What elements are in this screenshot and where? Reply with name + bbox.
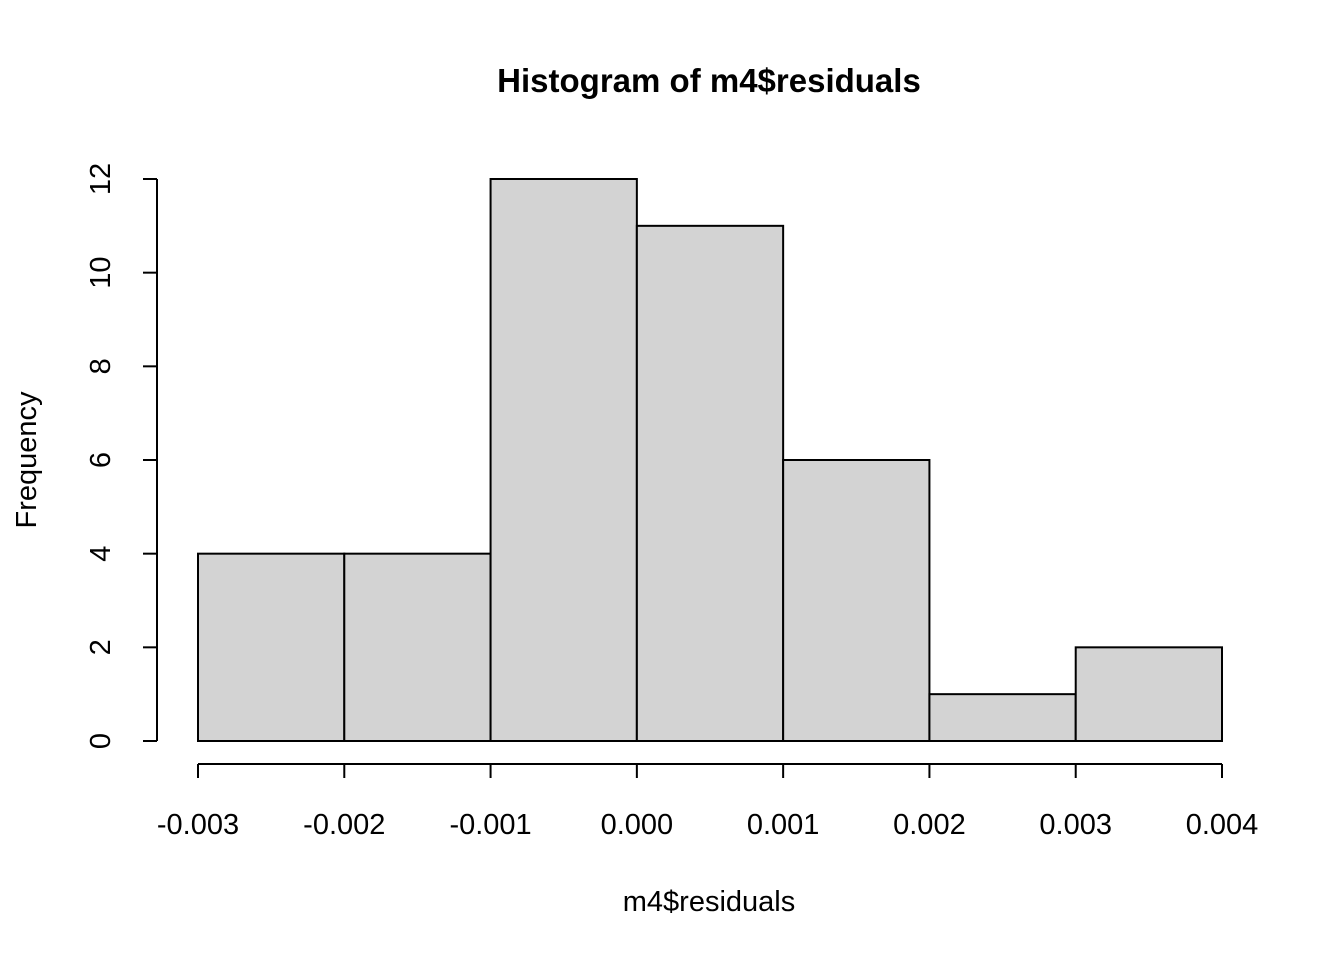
x-axis: -0.003 -0.002 -0.001 0.000 0.001 0.002 0.003 0.… (157, 763, 1258, 841)
x-tick-label: 0.001 (747, 809, 820, 841)
chart-title: Histogram of m4$residuals (497, 62, 921, 99)
y-tick-label: 0 (85, 733, 117, 749)
histogram-bar (1074, 646, 1223, 742)
x-tick-label: 0.003 (1039, 809, 1112, 841)
histogram-bar (197, 552, 346, 743)
histogram-bars (197, 178, 1223, 743)
histogram-bar (489, 178, 638, 742)
x-axis-label: m4$residuals (623, 886, 795, 918)
y-axis-ticks: 0 2 4 6 8 10 12 (85, 163, 157, 749)
x-tick-label: -0.002 (303, 809, 385, 841)
y-tick-label: 2 (85, 639, 117, 655)
histogram-bar (635, 224, 785, 743)
x-tick-label: -0.001 (449, 809, 531, 841)
x-tick-label: -0.003 (157, 809, 239, 841)
y-tick-label: 6 (85, 452, 117, 468)
x-tick-label: 0.002 (893, 809, 966, 841)
histogram-bar (782, 459, 931, 742)
histogram-bar (928, 693, 1077, 743)
y-tick-label: 8 (85, 358, 117, 374)
y-axis-label: Frequency (11, 391, 43, 529)
x-axis-ticks: -0.003 -0.002 -0.001 0.000 0.001 0.002 0.003 0.… (157, 764, 1258, 841)
y-tick-label: 4 (85, 546, 117, 562)
y-tick-label: 12 (85, 163, 117, 195)
x-tick-label: 0.000 (601, 809, 674, 841)
histogram-bar (343, 552, 492, 743)
y-axis: 0 2 4 6 8 10 12 (85, 163, 158, 749)
x-tick-label: 0.004 (1186, 809, 1259, 841)
y-tick-label: 10 (85, 257, 117, 289)
